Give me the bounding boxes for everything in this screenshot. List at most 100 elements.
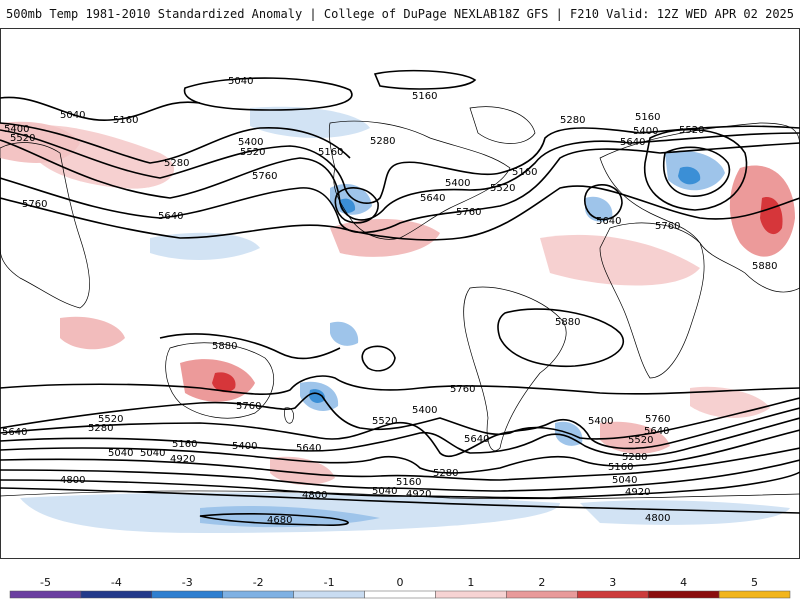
contour-label: 5280 [433,468,458,479]
colorbar-swatch [9,590,82,599]
contour-5640-north [0,142,800,234]
cold-anomaly-europe-core [678,166,701,185]
contour-label: 4800 [60,475,85,486]
contour-label: 5280 [560,115,585,126]
coastline-australia [165,342,274,419]
contour-5280-south [0,429,800,474]
anomaly-colorbar: -5 -4 -3 -2 -1 0 1 2 3 4 5 [9,576,791,599]
map-title: 500mb Temp 1981-2010 Standardized Anomal… [6,7,498,21]
contour-label: 5880 [212,341,237,352]
warm-anomaly-australia-core [212,372,236,393]
contour-label: 5400 [412,405,437,416]
contour-5280-west [0,122,351,164]
cold-anomaly-east-pacific [330,321,359,346]
contour-label: 5880 [752,261,777,272]
contour-5520-south [0,407,800,458]
colorbar-tick-label: 2 [538,576,545,589]
colorbar-swatch [435,590,507,599]
colorbar-swatch [718,590,791,599]
colorbar-swatch [151,590,223,599]
contour-label: 5640 [158,211,183,222]
contour-5040-south [0,459,800,492]
colorbar-tick-labels: -5 -4 -3 -2 -1 0 1 2 3 4 5 [40,576,758,589]
contour-label: 5280 [164,158,189,169]
contour-5160-north [0,96,201,121]
contour-label: 5640 [2,427,27,438]
contour-label: 5520 [679,125,704,136]
contour-label: 5520 [628,435,653,446]
contour-label: 5520 [10,133,35,144]
coastline-south-america [463,286,567,451]
contour-label: 5160 [396,477,421,488]
contour-label: 5400 [4,124,29,135]
colorbar-tick-label: 1 [467,576,474,589]
cold-anomaly-tropical-pacific [150,232,260,260]
contour-label: 5520 [240,147,265,158]
coastline-asia-west [0,142,90,309]
contour-label: 4920 [170,454,195,465]
contour-label: 5640 [596,216,621,227]
contour-label: 4800 [302,490,327,501]
colorbar-tick-label: -4 [111,576,122,589]
contour-label: 4920 [406,489,431,500]
cold-anomaly-arctic [250,106,370,138]
contour-5760-south [0,375,800,395]
colorbar-swatch [506,590,578,599]
colorbar-swatch [222,590,294,599]
colorbar-swatch [364,590,436,599]
contour-closed-5640-atlantic [583,184,623,221]
contour-closed-5160-pole [373,69,477,90]
cold-anomaly-canada-core [340,198,356,213]
contour-label: 5160 [113,115,138,126]
header: 500mb Temp 1981-2010 Standardized Anomal… [0,0,800,28]
contour-label: 5760 [456,207,481,218]
contour-label: 5520 [490,183,515,194]
contour-closed-5040-arctic [183,77,353,111]
contour-label: 5280 [622,452,647,463]
colorbar-swatch [577,590,649,599]
contour-label: 5040 [228,76,253,87]
contour-label: 5760 [22,199,47,210]
contour-closed-5880-pacific [361,345,396,372]
contour-label: 5280 [88,423,113,434]
contour-5160-south [0,447,800,481]
colorbar-tick-label: 0 [397,576,404,589]
colorbar-tick-label: 4 [680,576,687,589]
contour-label: 5040 [372,486,397,497]
contour-label-group: 5040 5160 5040 5160 5400 5520 5280 5400 … [2,76,777,526]
contour-label: 5160 [318,147,343,158]
contour-label: 5640 [644,426,669,437]
contour-label: 5400 [238,137,263,148]
contour-label: 5640 [464,434,489,445]
coastline-greenland [469,106,536,144]
contour-5400-south [0,417,800,457]
contour-label: 5040 [612,475,637,486]
colorbar-swatch [80,590,153,599]
map-panel: 5040 5160 5040 5160 5400 5520 5280 5400 … [0,28,800,559]
contour-label: 5280 [370,136,395,147]
contour-label: 5520 [372,416,397,427]
contour-label: 5760 [655,221,680,232]
contour-label: 5160 [608,462,633,473]
contour-label: 5400 [445,178,470,189]
contour-label: 5640 [620,137,645,148]
warm-anomaly-atlantic [330,218,440,257]
contour-label: 5160 [412,91,437,102]
colorbar-tick-label: -3 [182,576,193,589]
contour-label: 5040 [140,448,165,459]
colorbar-tick-label: -1 [324,576,335,589]
contour-label: 5160 [512,167,537,178]
contour-label: 5040 [108,448,133,459]
contour-closed-5400-europe [643,128,748,211]
contour-label: 5760 [450,384,475,395]
colorbar-tick-label: 3 [609,576,616,589]
contour-label: 5520 [98,414,123,425]
contour-4680-south [199,513,349,526]
contour-closed-5880-s-america [497,308,624,368]
colorbar-swatch [647,590,720,599]
contour-label: 4800 [645,513,670,524]
contour-closed-5280-europe [663,146,731,197]
contour-label: 5760 [252,171,277,182]
contour-label: 5880 [555,317,580,328]
contour-label: 5760 [645,414,670,425]
